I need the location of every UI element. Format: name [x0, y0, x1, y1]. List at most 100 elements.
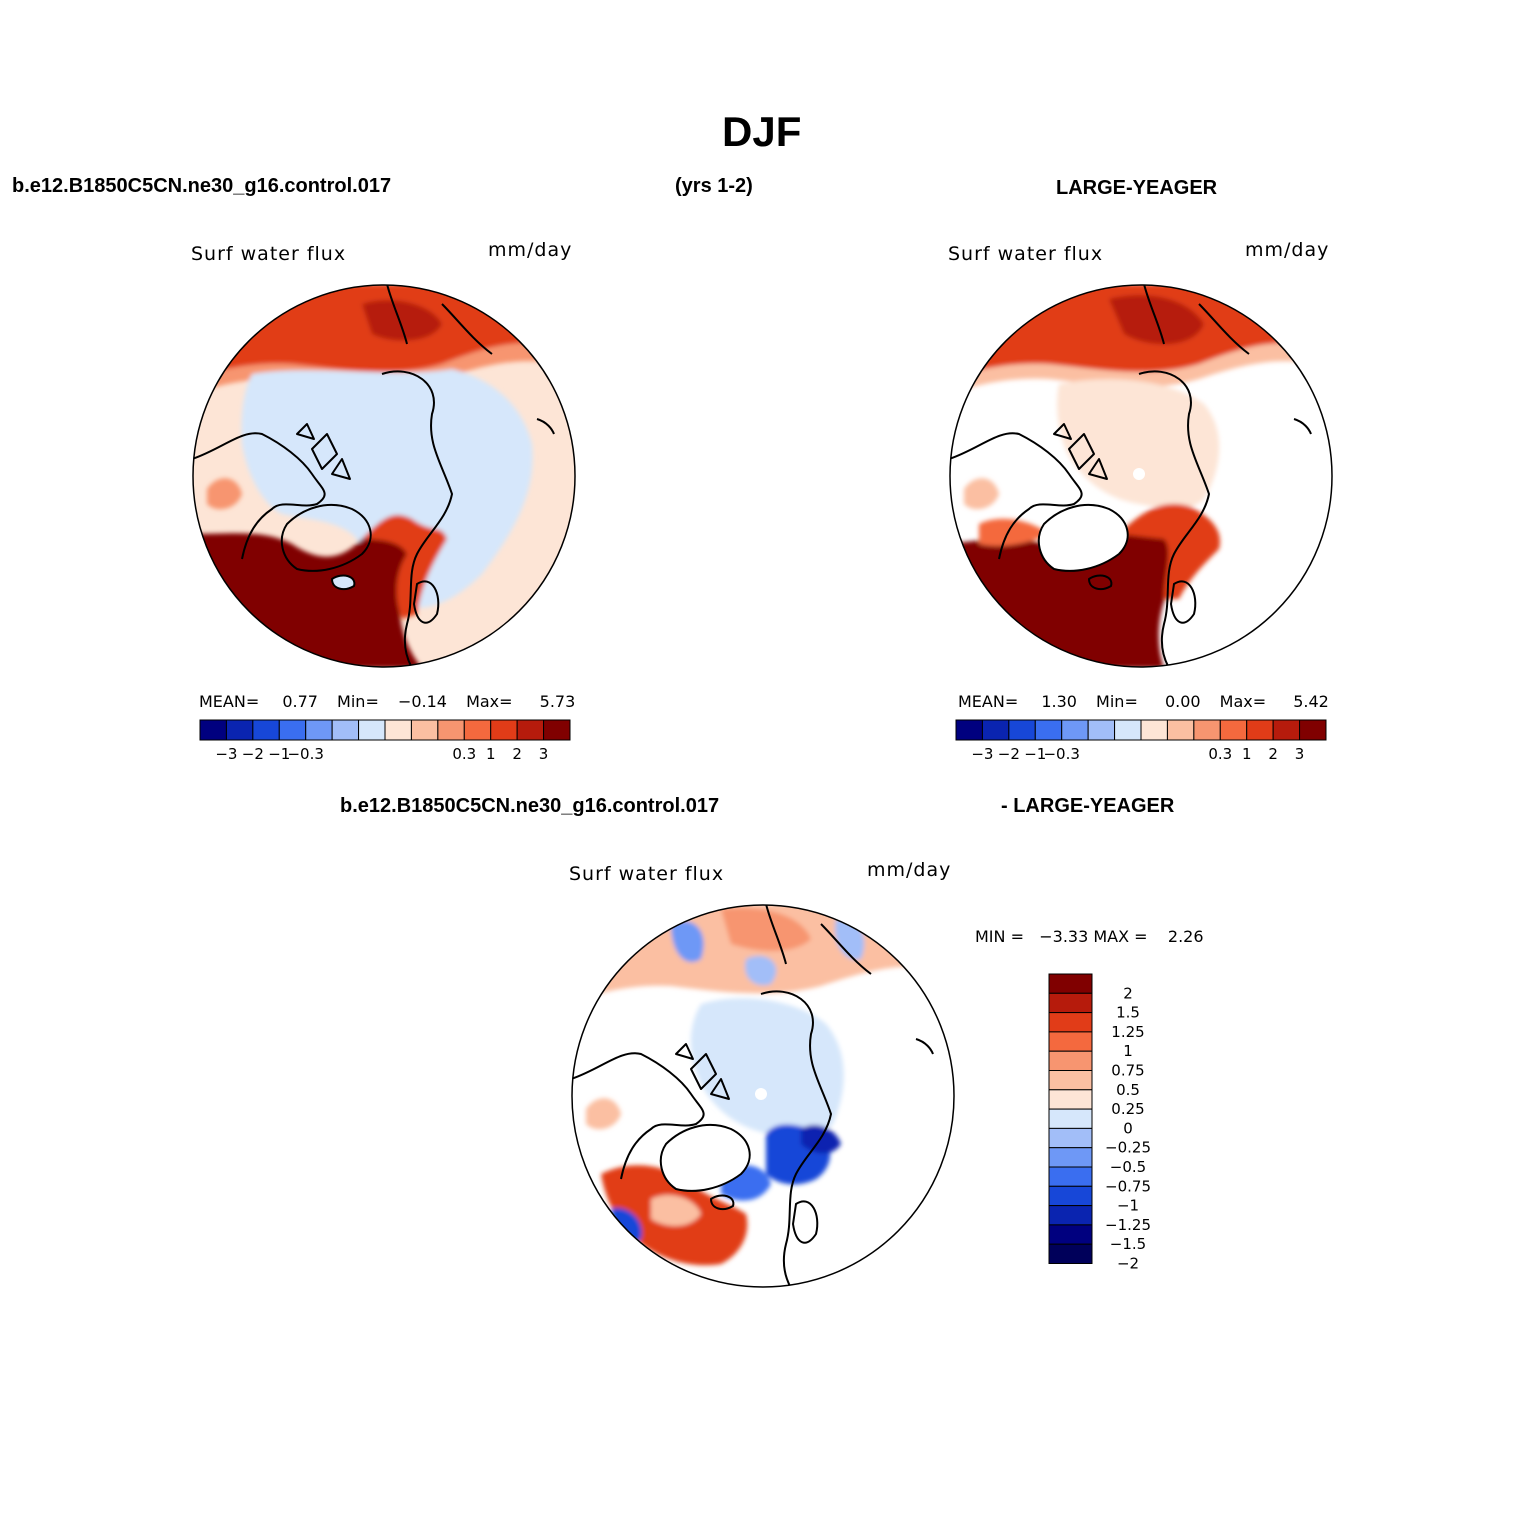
- colorbar-swatch: [1048, 1012, 1093, 1033]
- panel1-alaska-orange: [207, 478, 242, 510]
- colorbar-swatch: [1061, 719, 1089, 741]
- colorbar-swatch: [1048, 1031, 1093, 1052]
- colorbar-tick-label: 1.25: [1111, 1023, 1144, 1041]
- panel2-mean-value: 1.30: [1041, 692, 1077, 711]
- panel2-min-value: 0.00: [1164, 692, 1201, 711]
- case-name-header: b.e12.B1850C5CN.ne30_g16.control.017: [12, 175, 392, 197]
- diff-map-border: [571, 904, 955, 1288]
- colorbar-swatch: [1219, 719, 1248, 741]
- colorbar-swatch: [1048, 992, 1093, 1014]
- diff-greenland-coast: [659, 1124, 751, 1192]
- colorbar-swatch: [1048, 1147, 1093, 1168]
- diff-top-orange-patch: [721, 907, 811, 951]
- diff-sw-blue: [611, 1208, 642, 1243]
- colorbar-swatch: [384, 719, 412, 741]
- panel1-scandinavia: [413, 580, 440, 624]
- panel2-colorbar: [955, 719, 1327, 741]
- colorbar-tick-label: 0.3: [1208, 745, 1232, 763]
- panel1-max-value: 5.73: [539, 692, 576, 711]
- colorbar-swatch: [410, 719, 439, 741]
- colorbar-swatch: [358, 719, 386, 741]
- diff-canadian-archipelago: [675, 1043, 730, 1100]
- diff-top-blue-3: [745, 955, 777, 986]
- diff-variable-label: Surf water flux: [569, 863, 725, 885]
- colorbar-swatch: [1193, 719, 1221, 741]
- panel1-variable-label: Surf water flux: [191, 243, 347, 265]
- colorbar-tick-label: −1: [268, 745, 290, 763]
- colorbar-swatch: [1087, 719, 1116, 741]
- diff-iceland: [710, 1194, 735, 1211]
- diff-colorbar: 21.51.2510.750.50.250−0.25−0.5−0.75−1−1.…: [1048, 973, 1151, 1273]
- panel2-pole-missing: [1133, 468, 1145, 480]
- diff-bering-mark: [915, 1038, 934, 1055]
- colorbar-tick-label: 3: [1295, 745, 1305, 763]
- panel1-min-label: Min=: [337, 692, 379, 711]
- colorbar-swatch: [1048, 1127, 1093, 1149]
- colorbar-tick-label: −3: [215, 745, 237, 763]
- panel1-mean-label: MEAN=: [199, 692, 260, 711]
- panel2-labrador-orange: [979, 518, 1049, 546]
- panel1-kamchatka: [386, 285, 493, 355]
- diff-north-america-coast: [572, 1052, 705, 1180]
- colorbar-tick-label: 0.25: [1111, 1100, 1144, 1118]
- panel2-max-label: Max=: [1219, 692, 1267, 711]
- colorbar-swatch: [463, 719, 492, 741]
- colorbar-tick-label: 2: [1123, 984, 1133, 1002]
- colorbar-swatch: [305, 719, 333, 741]
- colorbar-swatch: [1048, 1166, 1093, 1187]
- colorbar-tick-label: −0.3: [287, 745, 323, 763]
- colorbar-swatch: [331, 719, 360, 741]
- colorbar-swatch: [1299, 719, 1327, 741]
- diff-alaska-peach: [586, 1098, 621, 1130]
- panel2-eurasia-coast: [1138, 370, 1210, 667]
- panel2-kamchatka: [1143, 285, 1250, 355]
- colorbar-swatch: [981, 719, 1010, 741]
- panel2-colorbar-ticks: −3 −2 −1−0.3 0.3 1 2 3: [971, 745, 1305, 763]
- panel2-variable-label: Surf water flux: [948, 243, 1104, 265]
- colorbar-swatch: [278, 719, 307, 741]
- colorbar-tick-label: 1.5: [1116, 1004, 1140, 1022]
- colorbar-swatch: [490, 719, 518, 741]
- panel2-iceland: [1088, 574, 1113, 591]
- colorbar-swatch: [1166, 719, 1195, 741]
- colorbar-tick-label: −2: [242, 745, 264, 763]
- panel1-map-border: [192, 284, 576, 668]
- colorbar-swatch: [1048, 1070, 1093, 1091]
- panel2-map-border: [949, 284, 1333, 668]
- colorbar-tick-label: 3: [539, 745, 549, 763]
- panel1-max-label: Max=: [466, 692, 513, 711]
- panel1-mean-value: 0.77: [282, 692, 318, 711]
- panel2-top-light-band: [950, 343, 1332, 394]
- panel2-north-america-coast: [950, 432, 1083, 560]
- colorbar-swatch: [1048, 1205, 1093, 1226]
- panel2-barents-red: [1119, 503, 1220, 599]
- diff-kamchatka: [765, 905, 872, 975]
- colorbar-swatch: [543, 719, 571, 741]
- colorbar-swatch: [1034, 719, 1063, 741]
- panel1-iceland: [331, 574, 356, 591]
- diff-minmax-text: MIN = −3.33 MAX = 2.26: [975, 927, 1204, 946]
- colorbar-tick-label: 0: [1123, 1119, 1133, 1137]
- diff-case-header: b.e12.B1850C5CN.ne30_g16.control.017: [340, 795, 720, 817]
- panel1-polar-map: [192, 284, 576, 668]
- colorbar-swatch: [1140, 719, 1168, 741]
- panel2-polar-map: [949, 284, 1333, 668]
- panel2-stats: MEAN= 1.30 Min= 0.00 Max= 5.42: [958, 692, 1329, 711]
- figure-title: DJF: [722, 108, 802, 155]
- colorbar-swatch: [199, 719, 227, 741]
- diff-polar-map: [571, 904, 955, 1288]
- diff-atlantic-peach: [651, 1194, 701, 1226]
- years-header: (yrs 1-2): [675, 175, 753, 197]
- diff-obs-header: - LARGE-YEAGER: [1001, 795, 1175, 817]
- diff-units-label: mm/day: [867, 859, 952, 881]
- colorbar-swatch: [1114, 719, 1142, 741]
- colorbar-tick-label: −1.25: [1105, 1216, 1151, 1234]
- panel2-alaska-peach: [964, 478, 999, 510]
- colorbar-swatch: [1272, 719, 1301, 741]
- diff-pole-missing: [755, 1088, 767, 1100]
- panel2-min-label: Min=: [1096, 692, 1138, 711]
- panel2-canadian-archipelago: [1053, 423, 1108, 480]
- panel2-bering-mark: [1293, 418, 1312, 435]
- colorbar-tick-label: −2: [1117, 1255, 1139, 1273]
- colorbar-tick-label: −0.5: [1110, 1158, 1146, 1176]
